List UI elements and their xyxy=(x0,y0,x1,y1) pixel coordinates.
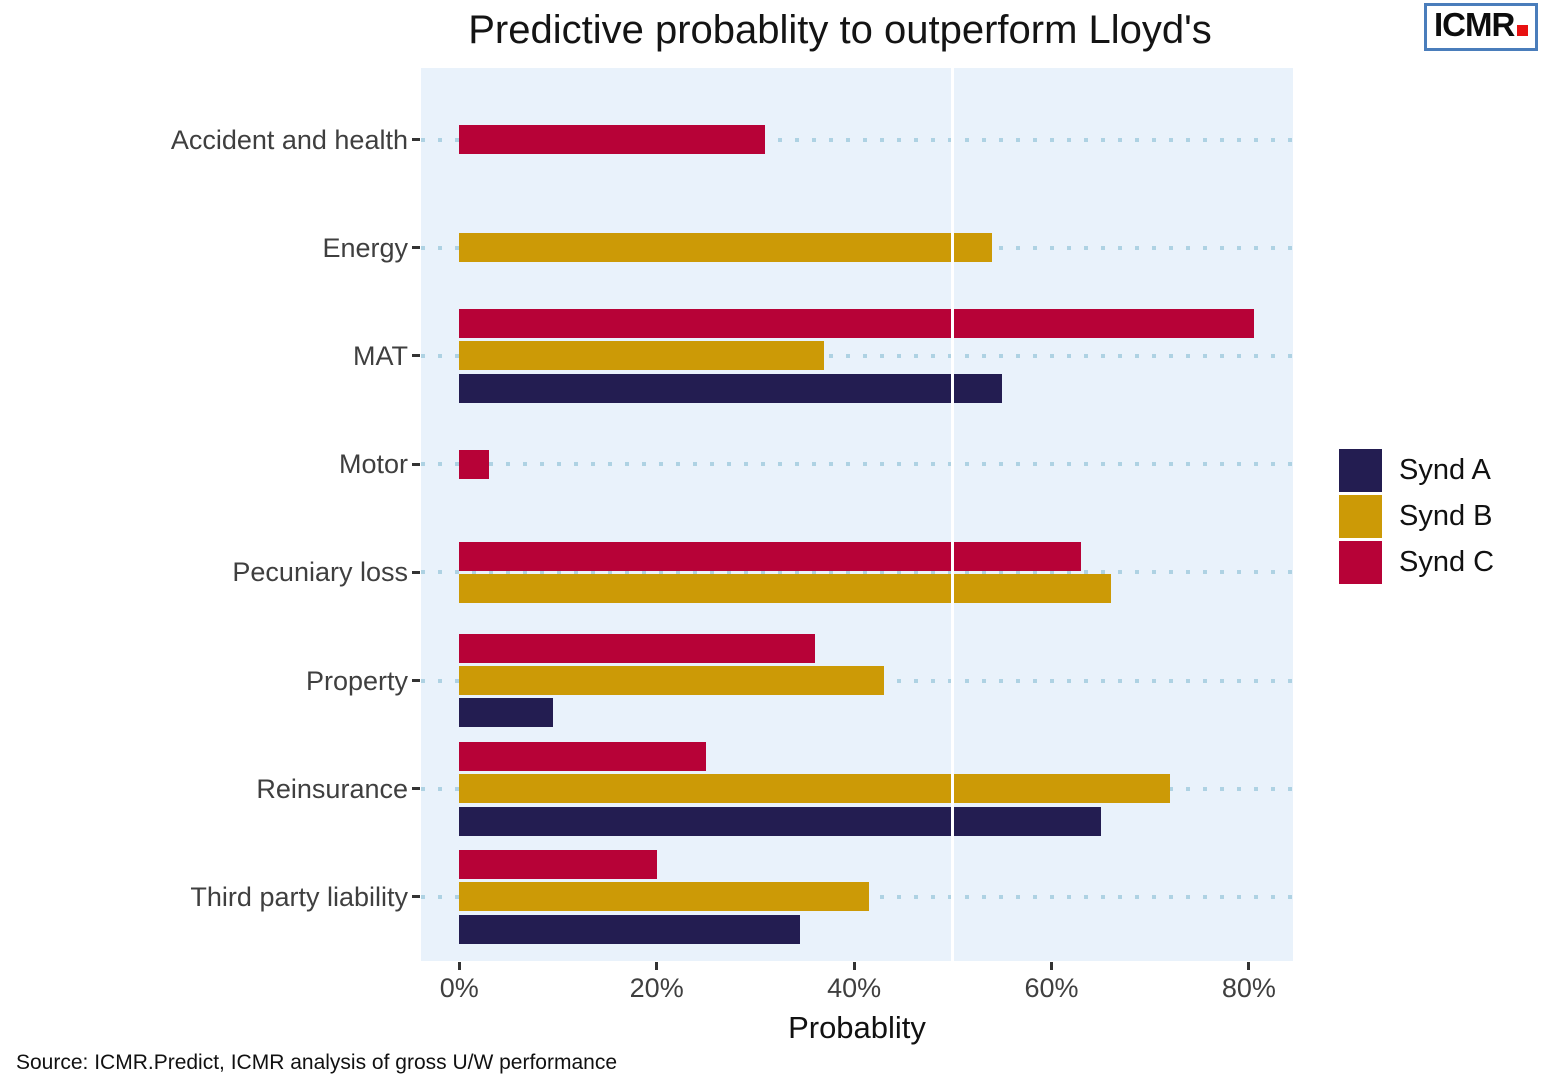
category-label-energy: Energy xyxy=(322,232,408,263)
category-label-accident-and-health: Accident and health xyxy=(170,124,408,155)
category-gridline-pecuniary-loss xyxy=(421,570,1293,575)
y-axis-tick-pecuniary-loss xyxy=(412,570,420,574)
bar-synd-b-pecuniary-loss xyxy=(459,574,1111,603)
x-axis-tick-label-60: 60% xyxy=(1024,973,1079,1003)
category-gridline-motor xyxy=(421,462,1293,467)
x-axis-title: Probablity xyxy=(788,1010,926,1045)
x-axis-tick-label-40: 40% xyxy=(827,973,882,1003)
y-axis-tick-motor xyxy=(412,462,420,466)
x-axis-tick-60 xyxy=(1050,962,1053,970)
bar-synd-b-third-party-liability xyxy=(459,882,869,912)
y-axis-tick-mat xyxy=(412,354,420,358)
y-axis-tick-accident-and-health xyxy=(412,138,420,141)
bar-synd-c-reinsurance xyxy=(459,741,707,771)
category-label-property: Property xyxy=(305,665,408,696)
legend-swatch-synd-b xyxy=(1339,495,1382,538)
bar-synd-a-mat xyxy=(459,373,1003,403)
bar-synd-c-pecuniary-loss xyxy=(459,541,1082,571)
bar-synd-a-reinsurance xyxy=(459,806,1101,836)
y-axis-tick-third-party-liability xyxy=(412,895,420,899)
bar-synd-c-property xyxy=(459,633,815,663)
x-axis-tick-label-0: 0% xyxy=(439,973,479,1003)
legend-swatch-synd-a xyxy=(1339,449,1382,492)
x-axis-tick-40 xyxy=(852,962,856,970)
legend-label-synd-a: Synd A xyxy=(1399,454,1491,486)
bar-synd-c-motor xyxy=(459,449,489,479)
legend: Synd A Synd B Synd C xyxy=(1339,449,1494,587)
x-axis-tick-label-20: 20% xyxy=(629,973,684,1003)
legend-row-synd-b: Synd B xyxy=(1339,495,1494,538)
bar-synd-a-property xyxy=(459,698,554,728)
category-label-motor: Motor xyxy=(338,449,408,480)
x-axis-tick-label-80: 80% xyxy=(1221,973,1276,1003)
x-axis-tick-80 xyxy=(1247,962,1251,970)
bar-synd-c-accident-and-health xyxy=(459,125,766,154)
legend-label-synd-b: Synd B xyxy=(1399,500,1493,532)
icmr-logo: ICMR xyxy=(1424,3,1539,51)
bar-synd-b-mat xyxy=(459,341,825,371)
bar-synd-c-third-party-liability xyxy=(459,850,657,879)
category-gridline-mat xyxy=(421,353,1293,358)
y-axis-tick-reinsurance xyxy=(412,787,420,791)
icmr-logo-text: ICMR xyxy=(1434,6,1515,43)
legend-row-synd-a: Synd A xyxy=(1339,449,1494,492)
category-label-mat: MAT xyxy=(353,340,408,371)
icmr-logo-red-dot-icon xyxy=(1517,25,1529,36)
y-axis-tick-energy xyxy=(412,246,420,250)
category-gridline-accident-and-health xyxy=(421,137,1293,142)
legend-label-synd-c: Synd C xyxy=(1399,546,1495,578)
category-label-pecuniary-loss: Pecuniary loss xyxy=(232,557,408,588)
x-axis-tick-0 xyxy=(457,962,461,970)
category-label-reinsurance: Reinsurance xyxy=(256,773,408,804)
source-note: Source: ICMR.Predict, ICMR analysis of g… xyxy=(16,1051,618,1074)
y-axis-tick-property xyxy=(412,679,420,682)
bar-synd-b-property xyxy=(459,666,884,695)
x-axis-tick-20 xyxy=(655,962,659,970)
category-label-third-party-liability: Third party liability xyxy=(190,881,408,912)
chart-title: Predictive probablity to outperform Lloy… xyxy=(468,8,1212,52)
legend-swatch-synd-c xyxy=(1339,541,1382,584)
plot-panel xyxy=(421,68,1293,961)
bar-synd-c-mat xyxy=(459,309,1254,338)
reference-line-50pct xyxy=(951,68,955,961)
bar-synd-a-third-party-liability xyxy=(459,914,800,944)
bar-synd-b-energy xyxy=(459,233,993,263)
legend-row-synd-c: Synd C xyxy=(1339,541,1494,584)
bar-synd-b-reinsurance xyxy=(459,774,1170,804)
